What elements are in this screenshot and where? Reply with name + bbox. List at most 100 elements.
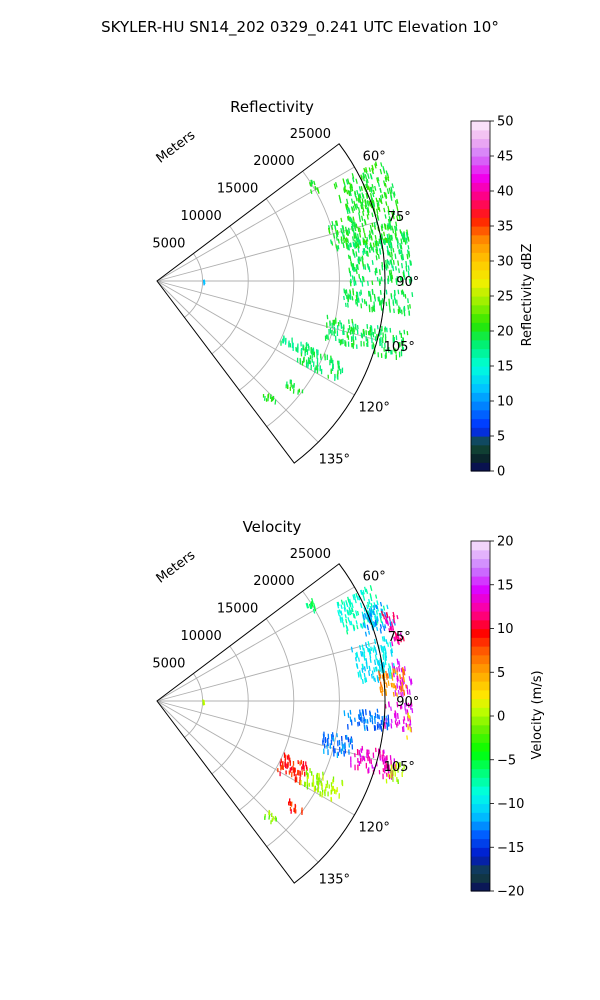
reflectivity-echo-gate <box>351 218 354 225</box>
velocity-echo-gate <box>369 595 373 602</box>
reflectivity-echo-gate <box>370 203 373 209</box>
reflectivity-echo-gate <box>351 236 355 241</box>
velocity-echo-gate <box>373 602 376 608</box>
velocity-echo-gate <box>343 710 346 717</box>
velocity-echo-gate <box>409 704 412 710</box>
reflectivity-echo-gate <box>378 296 381 302</box>
velocity-echo-gate <box>336 603 340 609</box>
velocity-echo-gate <box>406 684 409 690</box>
reflectivity-echo-gate <box>341 225 344 231</box>
reflectivity-colorbar-tick-label: 15 <box>497 360 514 375</box>
velocity-colorbar-segment <box>471 864 490 875</box>
reflectivity-echo-gate <box>333 183 337 190</box>
velocity-echo-gate <box>343 601 346 606</box>
velocity-echo-gate <box>357 671 360 678</box>
velocity-echo-gate <box>385 670 388 677</box>
reflectivity-range-tick-label: 5000 <box>152 237 185 252</box>
velocity-echo-gate <box>368 608 371 613</box>
velocity-echo-gate <box>392 672 395 678</box>
reflectivity-echo-gate <box>358 273 361 279</box>
reflectivity-echo-gate <box>409 304 411 309</box>
reflectivity-echo-gate <box>351 223 354 230</box>
reflectivity-echo-gate <box>376 249 379 256</box>
velocity-echo-gate <box>399 686 402 693</box>
velocity-echo-gate <box>374 613 377 619</box>
reflectivity-echo-gate <box>374 161 378 167</box>
reflectivity-echo-gate <box>366 244 369 250</box>
reflectivity-echo-gate <box>390 274 393 279</box>
reflectivity-echo-gate <box>407 236 410 242</box>
velocity-echo-gate <box>410 678 413 685</box>
reflectivity-azimuth-tick-label: 60° <box>363 150 386 165</box>
velocity-colorbar-segment <box>471 637 490 647</box>
velocity-echo-gate <box>405 722 408 728</box>
velocity-echo-gate <box>372 610 376 616</box>
velocity-colorbar-segment <box>471 558 490 568</box>
velocity-echo-gate <box>352 612 355 619</box>
velocity-azimuth-tick-label: 90° <box>396 695 419 710</box>
reflectivity-echo-gate <box>357 258 360 264</box>
velocity-echo-gate <box>363 607 366 612</box>
reflectivity-echo-gate <box>362 175 365 182</box>
velocity-echo-gate <box>359 589 363 595</box>
reflectivity-echo-gate <box>333 233 336 239</box>
velocity-echo-gate <box>380 666 383 674</box>
velocity-echo-gate <box>362 589 365 595</box>
reflectivity-colorbar-tick-label: 20 <box>497 325 514 340</box>
velocity-echo-gate <box>375 649 378 656</box>
reflectivity-echo-gate <box>357 297 359 303</box>
reflectivity-echo-gate <box>402 271 405 278</box>
reflectivity-colorbar-segment <box>471 366 490 376</box>
velocity-colorbar: Velocity (m/s) −20 −15 −10 −5 0 5 10 15 20 <box>470 535 545 900</box>
reflectivity-colorbar-segment <box>471 217 490 227</box>
velocity-echo-gate <box>403 668 406 675</box>
reflectivity-echo-gate <box>316 188 320 194</box>
reflectivity-echo-gate <box>379 195 383 200</box>
velocity-echo-gate <box>347 609 350 616</box>
reflectivity-echo-gate <box>354 266 357 272</box>
reflectivity-colorbar-segment <box>471 226 490 236</box>
velocity-echo-gate <box>350 646 354 653</box>
reflectivity-colorbar-tick-label: 30 <box>497 255 514 270</box>
reflectivity-echo-gate <box>383 180 386 187</box>
reflectivity-echo-gate <box>370 175 373 180</box>
velocity-echo-gate <box>363 716 366 722</box>
reflectivity-echo-gate <box>353 253 356 258</box>
velocity-echo-gate <box>355 610 358 617</box>
reflectivity-echo-gate <box>363 167 366 173</box>
velocity-echo-gate <box>309 602 313 609</box>
velocity-echo-gate <box>366 616 369 623</box>
velocity-echo-gate <box>366 604 369 610</box>
velocity-colorbar-segment <box>471 654 490 665</box>
reflectivity-echo-gate <box>372 242 375 248</box>
velocity-echo-gate <box>310 601 314 607</box>
reflectivity-colorbar-tick-label: 35 <box>497 220 514 235</box>
reflectivity-echo-gate <box>389 252 392 258</box>
velocity-echo-gate <box>394 690 397 696</box>
reflectivity-echo-gate <box>358 186 362 192</box>
reflectivity-echo-gate <box>349 216 352 222</box>
reflectivity-echo-gate <box>409 259 412 266</box>
velocity-echo-gate <box>347 712 350 718</box>
velocity-echo-gate <box>408 689 411 695</box>
reflectivity-echo-gate <box>376 213 379 220</box>
velocity-echo-gate <box>345 618 348 624</box>
velocity-echo-gate <box>396 670 399 676</box>
reflectivity-echo-gate <box>358 232 362 238</box>
reflectivity-range-gridline <box>184 253 204 318</box>
reflectivity-colorbar-segment <box>471 427 490 437</box>
velocity-azimuth-tick-label: 105° <box>384 760 415 775</box>
velocity-echo-gate <box>390 682 393 688</box>
reflectivity-echo-gate <box>345 237 348 243</box>
reflectivity-colorbar-segment <box>471 304 490 315</box>
velocity-echo-gate <box>363 672 366 678</box>
reflectivity-echo-gate <box>409 279 412 285</box>
velocity-echo-gate <box>378 714 381 720</box>
reflectivity-echo-gate <box>358 216 362 223</box>
velocity-azimuth-gridline <box>156 700 355 816</box>
velocity-echo-gate <box>355 620 358 625</box>
velocity-echo-gate <box>388 628 391 633</box>
reflectivity-echo-gate <box>354 204 358 210</box>
velocity-echo-gate <box>348 620 352 626</box>
velocity-echo-gate <box>370 673 373 679</box>
